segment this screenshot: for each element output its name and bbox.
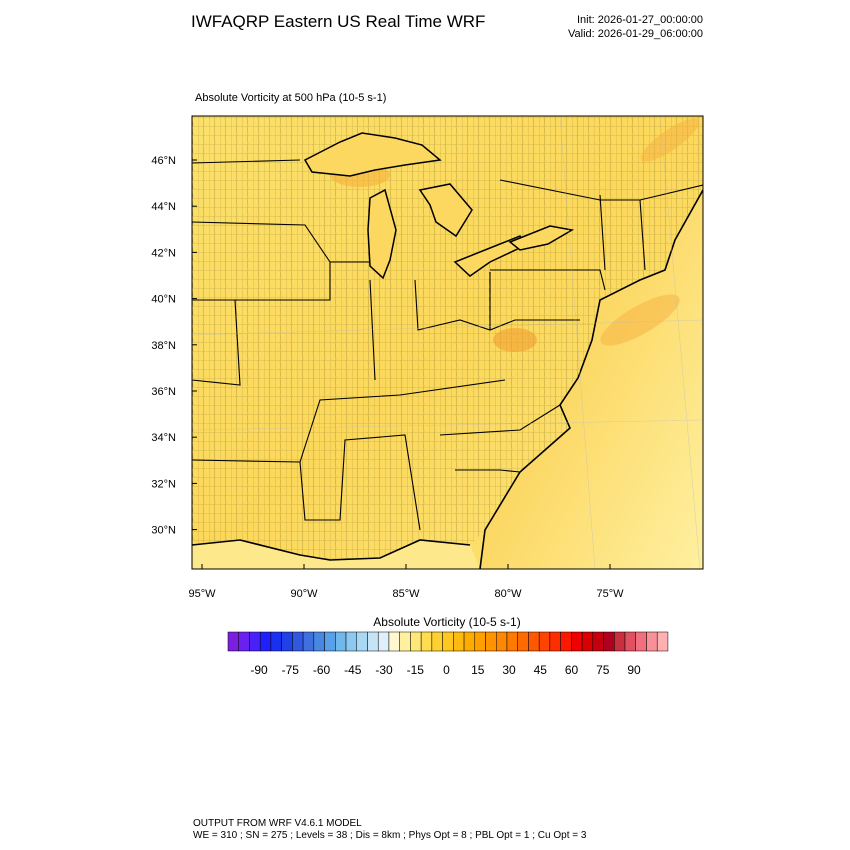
colorbar-label: -75	[282, 663, 300, 677]
colorbar-box	[474, 631, 486, 652]
colorbar-box	[324, 631, 336, 652]
valid-time: Valid: 2026-01-29_06:00:00	[568, 28, 703, 40]
title: IWFAQRP Eastern US Real Time WRF	[191, 12, 485, 31]
lon-label: 90°W	[290, 588, 318, 600]
colorbar-label: 30	[502, 663, 516, 677]
map-axes: 46°N 44°N 42°N 40°N 38°N 36°N 34°N 32°N 30°N 95°W…	[151, 155, 624, 600]
lon-label: 85°W	[392, 588, 420, 600]
colorbar-box	[270, 631, 282, 652]
init-time: Init: 2026-01-27_00:00:00	[577, 14, 703, 26]
lon-label: 75°W	[596, 588, 624, 600]
colorbar-box	[603, 631, 615, 652]
lat-label: 40°N	[151, 294, 176, 306]
lat-label: 42°N	[151, 247, 176, 259]
colorbar-box	[420, 631, 433, 652]
colorbar-label: -30	[375, 663, 393, 677]
map	[192, 116, 703, 569]
colorbar-box	[656, 631, 669, 652]
colorbar-box	[485, 631, 497, 652]
colorbar-box	[281, 631, 293, 652]
colorbar-box	[646, 631, 658, 652]
colorbar-label: 0	[443, 663, 450, 677]
colorbar-box	[463, 631, 476, 652]
colorbar-box	[549, 631, 561, 652]
colorbar-box	[538, 631, 551, 652]
field-title: Absolute Vorticity at 500 hPa (10-5 s-1)	[195, 92, 386, 104]
colorbar-box	[302, 631, 315, 652]
colorbar-box	[442, 631, 454, 652]
colorbar-box	[377, 631, 390, 652]
colorbar-box	[335, 631, 347, 652]
map-frame	[191, 115, 704, 570]
colorbar-box	[592, 631, 604, 652]
colorbar-box	[410, 631, 422, 652]
colorbar-box	[249, 631, 261, 652]
colorbar-label: 15	[471, 663, 485, 677]
colorbar-box	[292, 631, 304, 652]
colorbar-box	[517, 631, 529, 652]
lat-label: 36°N	[151, 386, 176, 398]
colorbar-box	[528, 631, 540, 652]
colorbar: -90 -75 -60 -45 -30 -15 0 15 30 45 60 75 90	[227, 631, 669, 677]
footer-line: WE = 310 ; SN = 275 ; Levels = 38 ; Dis …	[193, 830, 587, 841]
lon-label: 95°W	[188, 588, 216, 600]
colorbar-label: 45	[534, 663, 548, 677]
colorbar-box	[259, 631, 272, 652]
lat-label: 46°N	[151, 155, 176, 167]
lon-label: 80°W	[494, 588, 522, 600]
lat-label: 44°N	[151, 201, 176, 213]
colorbar-box	[506, 631, 518, 652]
colorbar-box	[367, 631, 379, 652]
colorbar-box	[453, 631, 465, 652]
colorbar-box	[313, 631, 325, 652]
colorbar-box	[614, 631, 626, 652]
colorbar-box	[581, 631, 594, 652]
colorbar-label: -15	[407, 663, 425, 677]
colorbar-label: 75	[596, 663, 610, 677]
colorbar-box	[388, 631, 400, 652]
colorbar-box	[238, 631, 250, 652]
colorbar-box	[345, 631, 358, 652]
colorbar-label: 90	[627, 663, 641, 677]
lat-label: 38°N	[151, 340, 176, 352]
colorbar-box	[431, 631, 443, 652]
lat-label: 32°N	[151, 478, 176, 490]
colorbar-box	[571, 631, 583, 652]
colorbar-box	[399, 631, 411, 652]
colorbar-box	[560, 631, 572, 652]
colorbar-label: -60	[313, 663, 331, 677]
lat-label: 30°N	[151, 525, 176, 537]
colorbar-label: -90	[250, 663, 268, 677]
colorbar-label: 60	[565, 663, 579, 677]
colorbar-box	[635, 631, 647, 652]
lat-label: 34°N	[151, 432, 176, 444]
colorbar-box	[496, 631, 508, 652]
colorbar-box	[624, 631, 636, 652]
footer-line: OUTPUT FROM WRF V4.6.1 MODEL	[193, 818, 362, 829]
colorbar-box	[356, 631, 368, 652]
colorbar-title: Absolute Vorticity (10-5 s-1)	[373, 615, 520, 629]
colorbar-box	[227, 631, 239, 652]
colorbar-label: -45	[344, 663, 362, 677]
